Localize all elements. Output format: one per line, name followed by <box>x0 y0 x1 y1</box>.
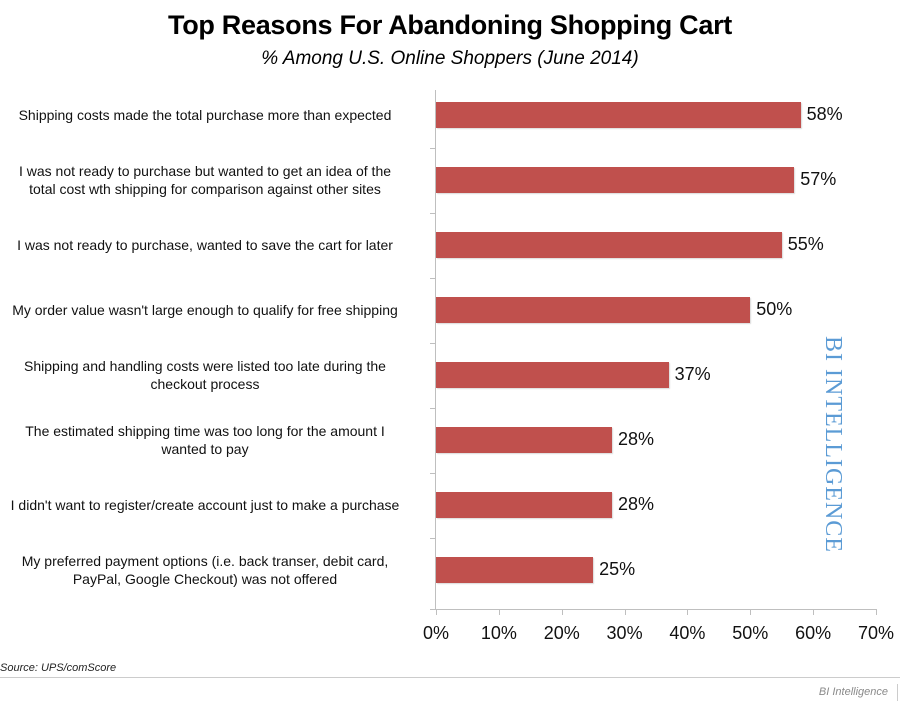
value-label: 57% <box>800 169 837 189</box>
brand-divider <box>897 684 898 701</box>
y-axis-tick <box>430 213 435 214</box>
x-axis-tick <box>498 609 500 615</box>
data-bar <box>436 492 612 518</box>
category-label: The estimated shipping time was too long… <box>0 422 420 458</box>
y-axis-tick <box>430 538 435 539</box>
category-label: Shipping costs made the total purchase m… <box>0 106 420 124</box>
value-label: 55% <box>787 234 824 254</box>
category-label-line: I was not ready to purchase but wanted t… <box>18 163 392 179</box>
x-axis-tick <box>561 609 563 615</box>
y-axis-tick <box>430 408 435 409</box>
value-label: 50% <box>756 299 793 319</box>
category-label-line: My preferred payment options (i.e. back … <box>21 553 389 569</box>
x-axis-tick-label: 0% <box>422 623 449 643</box>
x-axis-tick <box>436 609 437 615</box>
y-axis-tick <box>430 473 435 474</box>
chart-subtitle: % Among U.S. Online Shoppers (June 2014) <box>261 48 639 69</box>
x-axis-line <box>430 609 876 610</box>
x-axis-tick-label: 40% <box>669 623 706 643</box>
category-label-line: My order value wasn't large enough to qu… <box>12 302 398 318</box>
category-label-line: Shipping and handling costs were listed … <box>24 358 386 374</box>
category-label-line: checkout process <box>150 376 260 392</box>
data-bar <box>436 102 801 128</box>
category-label: I was not ready to purchase but wanted t… <box>0 162 420 198</box>
x-axis-tick-label: 50% <box>732 623 769 643</box>
data-bar <box>436 362 669 388</box>
x-axis-tick <box>750 609 752 615</box>
x-axis-tick-label: 70% <box>857 623 895 643</box>
category-label-line: Shipping costs made the total purchase m… <box>18 107 392 123</box>
category-label: I didn't want to register/create account… <box>0 496 420 514</box>
value-label: 58% <box>806 104 843 124</box>
value-label: 28% <box>618 429 655 449</box>
data-bar <box>436 232 782 258</box>
brand-label: BI Intelligence <box>818 686 888 698</box>
x-axis-tick-label: 30% <box>606 623 643 643</box>
chart-title: Top Reasons For Abandoning Shopping Cart <box>168 10 732 40</box>
value-label: 25% <box>599 559 636 579</box>
category-label-line: I didn't want to register/create account… <box>10 497 400 513</box>
data-bar <box>436 427 612 453</box>
footer-divider <box>0 677 900 678</box>
y-axis-line <box>435 90 436 610</box>
watermark-bi-intelligence: BI INTELLIGENCE <box>820 336 846 553</box>
x-axis-tick <box>624 609 626 615</box>
category-label-line: I was not ready to purchase, wanted to s… <box>17 237 393 253</box>
data-bar <box>436 167 795 193</box>
data-bar <box>436 297 751 323</box>
value-label: 28% <box>618 494 655 514</box>
category-label-line: total cost wth shipping for comparison a… <box>29 181 381 197</box>
category-label-line: PayPal, Google Checkout) was not offered <box>72 571 338 587</box>
x-axis-tick <box>876 609 877 615</box>
x-axis-tick <box>687 609 689 615</box>
x-axis-tick-label: 20% <box>543 623 580 643</box>
y-axis-tick <box>430 278 435 279</box>
category-label: My preferred payment options (i.e. back … <box>0 552 420 588</box>
x-axis-tick-label: 10% <box>480 623 517 643</box>
category-label: I was not ready to purchase, wanted to s… <box>0 236 420 254</box>
category-label: My order value wasn't large enough to qu… <box>0 301 420 319</box>
category-label-line: The estimated shipping time was too long… <box>25 423 385 439</box>
y-axis-tick <box>430 148 435 149</box>
x-axis-tick-label: 60% <box>795 623 832 643</box>
category-label-line: wanted to pay <box>161 441 249 457</box>
x-axis-tick <box>813 609 815 615</box>
data-bar <box>436 557 594 583</box>
value-label: 37% <box>674 364 711 384</box>
category-label: Shipping and handling costs were listed … <box>0 357 420 393</box>
y-axis-tick <box>430 343 435 344</box>
source-note: Source: UPS/comScore <box>0 662 117 674</box>
